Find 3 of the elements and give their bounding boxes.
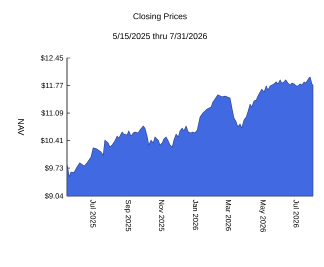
chart-title: Closing Prices <box>133 13 187 21</box>
y-axis-title: NAV <box>18 119 24 136</box>
chart-subtitle: 5/15/2025 thru 7/31/2026 <box>113 32 207 40</box>
